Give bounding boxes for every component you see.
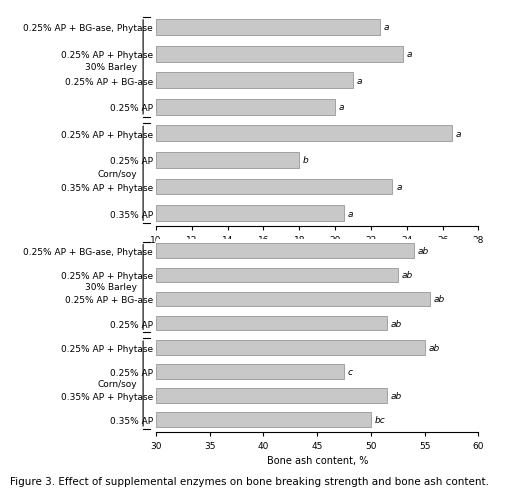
Bar bbox=[156, 205, 344, 222]
Text: ab: ab bbox=[391, 391, 402, 400]
Text: ab: ab bbox=[401, 271, 413, 280]
X-axis label: Bone breaking strength, kg: Bone breaking strength, kg bbox=[251, 250, 384, 261]
Bar bbox=[156, 153, 300, 168]
Text: a: a bbox=[339, 103, 344, 112]
Text: ab: ab bbox=[418, 246, 429, 256]
Bar bbox=[156, 100, 335, 116]
Bar bbox=[156, 340, 425, 355]
Text: bc: bc bbox=[375, 415, 385, 425]
Text: a: a bbox=[456, 129, 461, 139]
Bar bbox=[156, 316, 387, 331]
Text: Figure 3. Effect of supplemental enzymes on bone breaking strength and bone ash : Figure 3. Effect of supplemental enzymes… bbox=[10, 476, 489, 486]
Text: c: c bbox=[348, 367, 353, 376]
Bar bbox=[156, 73, 353, 89]
Bar bbox=[156, 268, 398, 283]
Text: a: a bbox=[384, 23, 389, 32]
Text: ab: ab bbox=[428, 343, 440, 352]
Text: Corn/soy: Corn/soy bbox=[97, 379, 137, 388]
Bar bbox=[156, 365, 344, 379]
Bar bbox=[156, 292, 430, 306]
Bar bbox=[156, 20, 380, 36]
Bar bbox=[156, 412, 371, 427]
Bar bbox=[156, 388, 387, 403]
Text: a: a bbox=[396, 183, 402, 192]
Text: b: b bbox=[303, 156, 309, 165]
Bar bbox=[156, 179, 393, 195]
X-axis label: Bone ash content, %: Bone ash content, % bbox=[267, 455, 368, 466]
Text: 30% Barley: 30% Barley bbox=[85, 63, 137, 72]
Text: ab: ab bbox=[434, 295, 445, 304]
Bar bbox=[156, 244, 414, 259]
Bar bbox=[156, 126, 451, 142]
Text: a: a bbox=[348, 209, 354, 218]
Text: 30% Barley: 30% Barley bbox=[85, 283, 137, 292]
Text: a: a bbox=[357, 77, 362, 85]
Text: Corn/soy: Corn/soy bbox=[97, 169, 137, 178]
Bar bbox=[156, 46, 403, 62]
Text: ab: ab bbox=[391, 319, 402, 328]
Text: a: a bbox=[407, 50, 412, 59]
